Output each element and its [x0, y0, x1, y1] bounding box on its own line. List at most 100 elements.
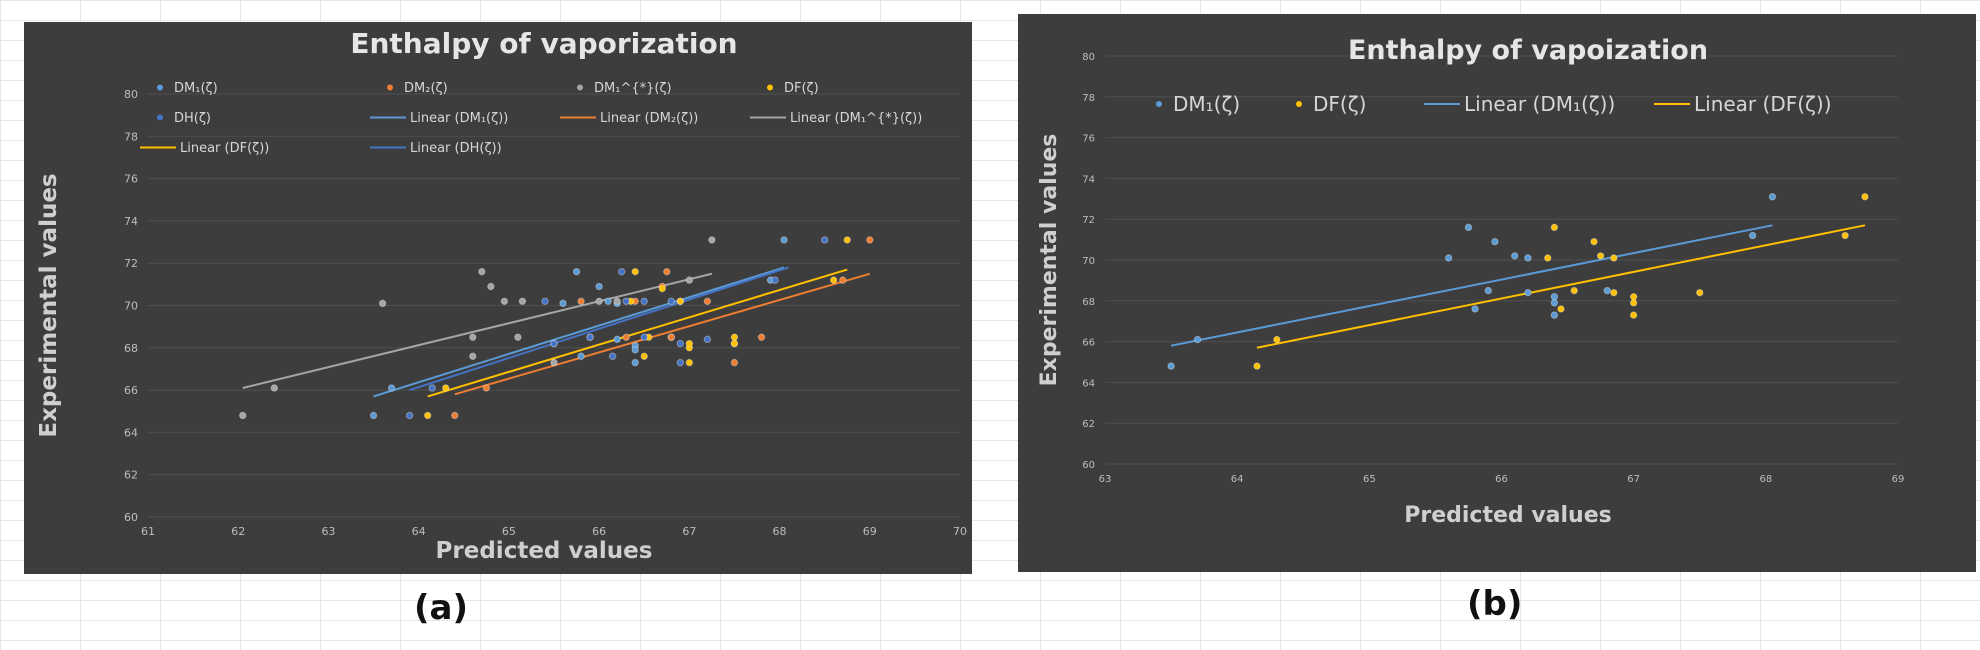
chart-b-point-s1 — [1696, 288, 1704, 297]
chart-b-point-s1 — [1273, 335, 1281, 344]
chart-a-point-s4 — [608, 352, 617, 360]
chart-a-point-s2 — [469, 333, 477, 341]
chart-a-point-s2 — [518, 297, 527, 305]
chart-a-ytick-label: 76 — [124, 173, 138, 186]
chart-panel-b: 60 62 64 66 68 70 72 74 76 78 80 63 64 65 66 67 68 69 Enth… — [1018, 14, 1976, 572]
chart-a-ytick-label: 66 — [124, 384, 138, 397]
chart-a-x-axis-label: Predicted values — [436, 538, 653, 564]
chart-b-point-s0 — [1484, 286, 1492, 295]
chart-a-xtick-label: 63 — [321, 525, 335, 538]
chart-a-point-s1 — [757, 333, 766, 341]
chart-b-xtick-label: 65 — [1363, 474, 1376, 485]
chart-a-xtick-label: 65 — [502, 525, 516, 538]
chart-b-point-s0 — [1524, 288, 1532, 297]
chart-a-point-s4 — [703, 335, 712, 344]
chart-a-point-s1 — [622, 333, 630, 341]
chart-a-point-s4 — [640, 333, 648, 341]
chart-a-point-s3 — [685, 358, 694, 367]
chart-a-ytick-label: 74 — [124, 215, 138, 228]
chart-b-point-s0 — [1603, 286, 1611, 295]
chart-a-legend-label: DM₁^{*}(ζ) — [594, 81, 672, 96]
chart-b-point-s1 — [1629, 293, 1638, 301]
chart-a-ytick-label: 80 — [124, 88, 138, 101]
chart-a-legend-label: Linear (DM₂(ζ)) — [600, 111, 698, 126]
chart-a-legend-marker — [767, 84, 773, 91]
chart-a-point-s1 — [703, 297, 712, 305]
chart-b-point-s1 — [1590, 237, 1598, 246]
chart-a-legend-marker — [577, 84, 583, 91]
chart-b-legend-item: DF(ζ) — [1296, 92, 1366, 116]
chart-b-ytick-label: 66 — [1082, 338, 1095, 349]
chart-b-point-s0 — [1768, 193, 1777, 201]
chart-b-ytick-label: 60 — [1082, 460, 1095, 471]
chart-a-point-s2 — [685, 276, 694, 284]
chart-a-point-s3 — [829, 276, 838, 284]
chart-a-trendline-2 — [242, 272, 713, 389]
chart-a-point-s0 — [631, 358, 639, 367]
chart-a-xtick-label: 69 — [863, 525, 877, 538]
chart-a-point-s2 — [378, 299, 387, 308]
chart-a-legend-label: Linear (DM₁(ζ)) — [410, 111, 508, 126]
chart-a-point-s1 — [482, 384, 491, 392]
chart-a-legend-label: DM₁(ζ) — [174, 81, 218, 96]
chart-a-xtick-label: 70 — [953, 525, 967, 538]
chart-b-title: Enthalpy of vapoization — [1348, 35, 1708, 66]
chart-a-point-s4 — [667, 297, 675, 305]
chart-a-ytick-label: 60 — [124, 511, 138, 524]
chart-a-point-s2 — [469, 352, 477, 360]
panel-label-a: (a) — [414, 588, 469, 628]
chart-b-point-s1 — [1544, 254, 1552, 262]
chart-b-xtick-label: 66 — [1495, 474, 1508, 485]
chart-a-point-s2 — [613, 297, 621, 305]
chart-a-legend-item: Linear (DH(ζ)) — [370, 141, 502, 156]
chart-b-point-s0 — [1193, 335, 1202, 344]
chart-a-point-s3 — [423, 411, 432, 420]
chart-b-x-axis-label: Predicted values — [1404, 503, 1611, 528]
chart-b-point-s0 — [1444, 254, 1453, 262]
chart-a-point-s1 — [663, 267, 671, 276]
chart-a-point-s3 — [676, 297, 685, 305]
chart-a-point-s2 — [595, 297, 603, 305]
chart-a-point-s4 — [550, 339, 558, 348]
panel-label-b: (b) — [1467, 584, 1523, 624]
chart-a-ytick-label: 72 — [124, 257, 138, 270]
chart-a-legend-label: Linear (DM₁^{*}(ζ)) — [790, 111, 922, 126]
chart-a-ytick-label: 62 — [124, 469, 138, 482]
chart-b-legend-label: Linear (DM₁(ζ)) — [1464, 92, 1615, 116]
chart-a-point-s4 — [617, 267, 626, 276]
chart-b-point-s0 — [1550, 311, 1559, 319]
chart-a-y-axis-label: Experimental values — [36, 173, 62, 437]
chart-a-point-s0 — [572, 267, 581, 276]
chart-a-trendline-4 — [409, 266, 789, 392]
chart-b-point-s0 — [1167, 362, 1175, 370]
chart-a-xtick-label: 68 — [773, 525, 787, 538]
chart-a-point-s0 — [387, 384, 396, 392]
chart-b-ytick-label: 80 — [1082, 52, 1095, 63]
chart-a-point-s2 — [550, 358, 558, 367]
chart-b-point-s1 — [1557, 305, 1565, 313]
chart-b-point-s0 — [1748, 231, 1757, 240]
chart-a-point-s3 — [658, 284, 666, 293]
chart-a-point-s2 — [500, 297, 509, 305]
chart-a-point-s1 — [667, 333, 675, 341]
chart-b-xtick-label: 69 — [1892, 474, 1905, 485]
chart-a-point-s4 — [586, 333, 594, 341]
chart-a-point-s0 — [604, 297, 612, 305]
chart-b-point-s1 — [1610, 288, 1618, 297]
chart-b-xtick-label: 63 — [1099, 474, 1112, 485]
chart-b-point-s0 — [1524, 254, 1532, 262]
chart-b-ytick-label: 64 — [1082, 378, 1095, 389]
chart-a-point-s0 — [780, 236, 788, 244]
chart-a-point-s1 — [730, 358, 739, 367]
chart-a-point-s4 — [405, 411, 414, 420]
chart-a-point-s3 — [442, 384, 450, 392]
chart-b-y-axis-label: Experimental values — [1037, 134, 1062, 387]
chart-a-svg: 60 62 64 66 68 70 72 74 76 78 80 61 62 63 64 65 66 67 68 69… — [36, 27, 967, 564]
chart-b-point-s1 — [1610, 254, 1618, 262]
chart-b-point-s1 — [1596, 252, 1605, 260]
chart-a-point-s4 — [640, 297, 648, 305]
chart-a-legend-item: DM₁(ζ) — [157, 81, 218, 96]
chart-a-point-s2 — [239, 411, 247, 420]
chart-a-legend-item: Linear (DM₁(ζ)) — [370, 111, 508, 126]
chart-b-legend-label: DM₁(ζ) — [1173, 92, 1240, 116]
